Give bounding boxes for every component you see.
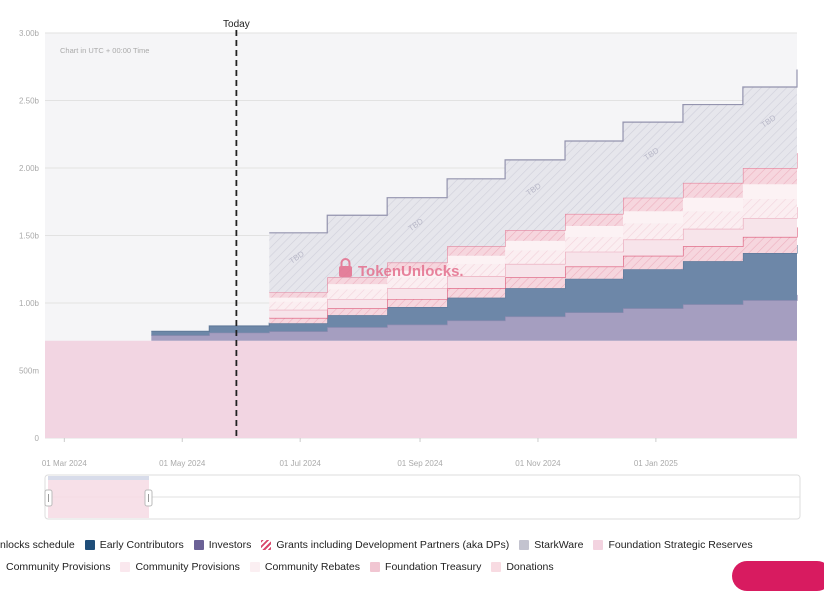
legend-item-grants[interactable]: Grants including Development Partners (a… [261, 539, 509, 551]
y-tick-label: 1.50b [19, 232, 40, 241]
legend-label: Donations [506, 561, 554, 573]
legend-title: nlocks schedule [0, 539, 75, 551]
y-tick-label: 3.00b [19, 29, 40, 38]
navigator-selection[interactable] [48, 476, 149, 518]
legend-swatch [370, 562, 381, 572]
legend-label: StarkWare [534, 539, 584, 551]
axes: 0 500m 1.00b 1.50b 2.00b 2.50b 3.00b 01 Mar 202… [19, 29, 678, 468]
series-area-starkware [269, 69, 797, 293]
lock-icon [339, 258, 352, 277]
legend-swatch [120, 562, 131, 572]
legend-swatch [491, 562, 502, 572]
watermark-text: TokenUnlocks. [358, 263, 464, 280]
legend-swatch [519, 540, 530, 550]
y-tick-label: 0 [35, 434, 40, 443]
legend-row-1: nlocks schedule Early Contributors Inves… [0, 539, 763, 551]
legend-item-foundation-strategic-reserves[interactable]: Foundation Strategic Reserves [593, 539, 753, 551]
series-area-community-provisions-b [269, 186, 797, 310]
corner-action-button[interactable] [732, 561, 824, 591]
legend-label: Foundation Treasury [385, 561, 482, 573]
legend-label: Grants including Development Partners (a… [276, 539, 510, 551]
range-navigator[interactable] [44, 474, 801, 520]
legend-swatch [261, 540, 272, 550]
y-tick-label: 1.00b [19, 299, 40, 308]
legend-row-2: Community Provisions Community Provision… [0, 561, 564, 573]
stacked-areas [45, 69, 798, 438]
series-area-community-provisions-a [269, 207, 797, 318]
series-edge-starkware [269, 69, 798, 234]
legend-item-donations[interactable]: Donations [491, 561, 554, 573]
legend-item-community-provisions-2[interactable]: Community Provisions [120, 561, 240, 573]
legend-swatch [593, 540, 604, 550]
legend-item-investors[interactable]: Investors [193, 539, 252, 551]
series-area-foundation-strategic-reserves [45, 340, 797, 438]
x-tick-label: 01 Nov 2024 [515, 459, 561, 468]
legend-label: Community Rebates [264, 561, 361, 573]
legend-swatch [84, 540, 95, 550]
legend-item-early-contributors[interactable]: Early Contributors [84, 539, 184, 551]
chart-note: Chart in UTC + 00:00 Time [60, 46, 149, 55]
legend-label: Community Provisions [6, 561, 111, 573]
legend-item-community-provisions-1[interactable]: Community Provisions [0, 561, 110, 573]
series-area-investors [151, 294, 797, 341]
y-tick-label: 500m [19, 367, 39, 376]
legend-swatch [249, 562, 260, 572]
legend-item-community-rebates[interactable]: Community Rebates [249, 561, 361, 573]
legend-label: Early Contributors [99, 539, 184, 551]
legend-swatch [193, 540, 204, 550]
legend-item-starkware[interactable]: StarkWare [519, 539, 583, 551]
x-tick-label: 01 Jul 2024 [279, 459, 321, 468]
today-label: Today [223, 19, 250, 30]
legend-label: Investors [208, 539, 252, 551]
x-tick-label: 01 May 2024 [159, 459, 206, 468]
y-tick-label: 2.50b [19, 97, 40, 106]
legend-label: Foundation Strategic Reserves [608, 539, 753, 551]
x-tick-label: 01 Jan 2025 [634, 459, 679, 468]
x-tick-label: 01 Mar 2024 [42, 459, 87, 468]
watermark: TokenUnlocks. [339, 258, 464, 280]
legend-label: Community Provisions [135, 561, 240, 573]
navigator-top-bar [48, 476, 149, 480]
x-tick-label: 01 Sep 2024 [397, 459, 443, 468]
y-tick-label: 2.00b [19, 164, 40, 173]
legend-item-foundation-treasury[interactable]: Foundation Treasury [370, 561, 481, 573]
